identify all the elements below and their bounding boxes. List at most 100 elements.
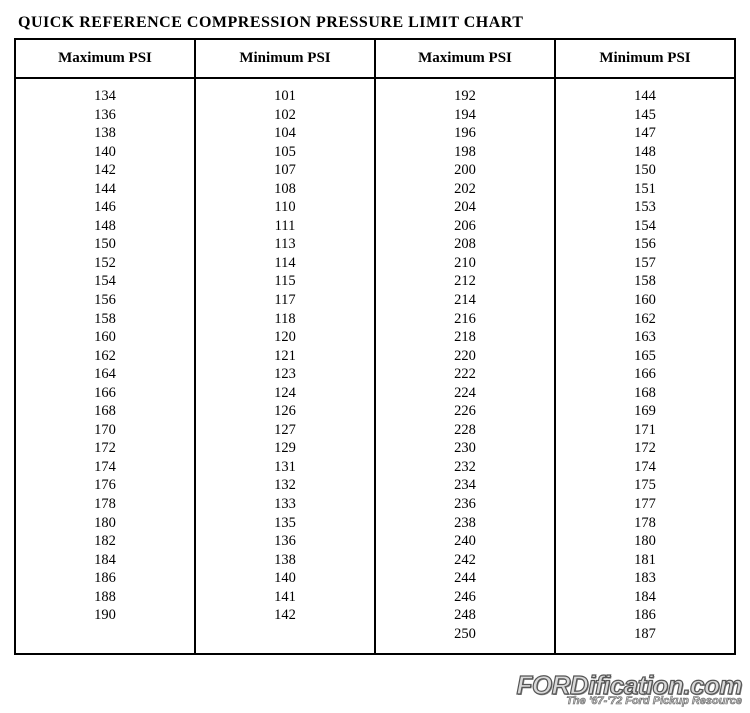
cell-min-psi: 160 (555, 291, 735, 310)
cell-min-psi: 124 (195, 384, 375, 403)
cell-max-psi: 162 (15, 347, 195, 366)
col-header-min-psi-left: Minimum PSI (195, 39, 375, 78)
cell-min-psi: 107 (195, 161, 375, 180)
cell-min-psi: 132 (195, 476, 375, 495)
cell-min-psi: 138 (195, 551, 375, 570)
cell-min-psi: 178 (555, 514, 735, 533)
cell-max-psi: 198 (375, 143, 555, 162)
cell-min-psi: 187 (555, 625, 735, 655)
cell-min-psi: 145 (555, 106, 735, 125)
table-row: 150113208156 (15, 235, 735, 254)
table-row: 146110204153 (15, 198, 735, 217)
cell-min-psi: 104 (195, 124, 375, 143)
table-body: 1341011921441361021941451381041961471401… (15, 78, 735, 654)
cell-min-psi: 174 (555, 458, 735, 477)
table-row: 138104196147 (15, 124, 735, 143)
cell-max-psi: 156 (15, 291, 195, 310)
cell-min-psi: 123 (195, 365, 375, 384)
cell-max-psi: 146 (15, 198, 195, 217)
table-row: 176132234175 (15, 476, 735, 495)
cell-min-psi: 131 (195, 458, 375, 477)
col-header-max-psi-right: Maximum PSI (375, 39, 555, 78)
cell-max-psi: 232 (375, 458, 555, 477)
cell-max-psi: 228 (375, 421, 555, 440)
cell-min-psi: 165 (555, 347, 735, 366)
cell-max-psi: 206 (375, 217, 555, 236)
chart-title: QUICK REFERENCE COMPRESSION PRESSURE LIM… (18, 14, 736, 32)
cell-min-psi: 108 (195, 180, 375, 199)
cell-min-psi: 147 (555, 124, 735, 143)
cell-max-psi: 192 (375, 78, 555, 106)
cell-min-psi: 180 (555, 532, 735, 551)
cell-min-psi: 154 (555, 217, 735, 236)
table-row: 184138242181 (15, 551, 735, 570)
cell-max-psi: 216 (375, 310, 555, 329)
table-row: 154115212158 (15, 272, 735, 291)
table-header-row: Maximum PSI Minimum PSI Maximum PSI Mini… (15, 39, 735, 78)
cell-max-psi: 204 (375, 198, 555, 217)
cell-max-psi: 144 (15, 180, 195, 199)
cell-min-psi: 117 (195, 291, 375, 310)
cell-min-psi: 141 (195, 588, 375, 607)
cell-min-psi: 171 (555, 421, 735, 440)
cell-min-psi: 150 (555, 161, 735, 180)
cell-max-psi: 238 (375, 514, 555, 533)
cell-min-psi: 153 (555, 198, 735, 217)
cell-min-psi (195, 625, 375, 655)
cell-max-psi: 134 (15, 78, 195, 106)
cell-min-psi: 111 (195, 217, 375, 236)
cell-max-psi: 172 (15, 439, 195, 458)
cell-min-psi: 101 (195, 78, 375, 106)
cell-min-psi: 114 (195, 254, 375, 273)
chart-page: QUICK REFERENCE COMPRESSION PRESSURE LIM… (0, 0, 750, 669)
cell-max-psi: 224 (375, 384, 555, 403)
cell-max-psi: 140 (15, 143, 195, 162)
cell-max-psi: 242 (375, 551, 555, 570)
cell-min-psi: 175 (555, 476, 735, 495)
cell-min-psi: 144 (555, 78, 735, 106)
cell-max-psi: 248 (375, 606, 555, 625)
cell-min-psi: 133 (195, 495, 375, 514)
cell-max-psi: 154 (15, 272, 195, 291)
cell-min-psi: 142 (195, 606, 375, 625)
table-row: 158118216162 (15, 310, 735, 329)
table-row: 178133236177 (15, 495, 735, 514)
cell-min-psi: 151 (555, 180, 735, 199)
cell-max-psi: 244 (375, 569, 555, 588)
col-header-max-psi-left: Maximum PSI (15, 39, 195, 78)
table-row: 148111206154 (15, 217, 735, 236)
table-row: 186140244183 (15, 569, 735, 588)
cell-max-psi: 240 (375, 532, 555, 551)
cell-max-psi: 148 (15, 217, 195, 236)
table-row: 144108202151 (15, 180, 735, 199)
cell-min-psi: 172 (555, 439, 735, 458)
table-row: 172129230172 (15, 439, 735, 458)
watermark: FORDification.com The '67-'72 Ford Picku… (516, 672, 742, 707)
cell-min-psi: 136 (195, 532, 375, 551)
cell-min-psi: 158 (555, 272, 735, 291)
table-row: 160120218163 (15, 328, 735, 347)
cell-min-psi: 186 (555, 606, 735, 625)
cell-min-psi: 166 (555, 365, 735, 384)
cell-max-psi: 210 (375, 254, 555, 273)
watermark-main: FORDification.com (516, 672, 742, 698)
cell-max-psi: 180 (15, 514, 195, 533)
cell-max-psi: 246 (375, 588, 555, 607)
cell-max-psi: 212 (375, 272, 555, 291)
cell-max-psi: 168 (15, 402, 195, 421)
cell-max-psi: 194 (375, 106, 555, 125)
table-row: 136102194145 (15, 106, 735, 125)
table-row: 174131232174 (15, 458, 735, 477)
cell-max-psi: 170 (15, 421, 195, 440)
table-row: 134101192144 (15, 78, 735, 106)
cell-max-psi: 138 (15, 124, 195, 143)
cell-max-psi: 220 (375, 347, 555, 366)
cell-min-psi: 120 (195, 328, 375, 347)
cell-max-psi: 222 (375, 365, 555, 384)
cell-min-psi: 135 (195, 514, 375, 533)
cell-max-psi: 202 (375, 180, 555, 199)
col-header-min-psi-right: Minimum PSI (555, 39, 735, 78)
cell-max-psi: 190 (15, 606, 195, 625)
cell-max-psi: 186 (15, 569, 195, 588)
cell-max-psi: 166 (15, 384, 195, 403)
